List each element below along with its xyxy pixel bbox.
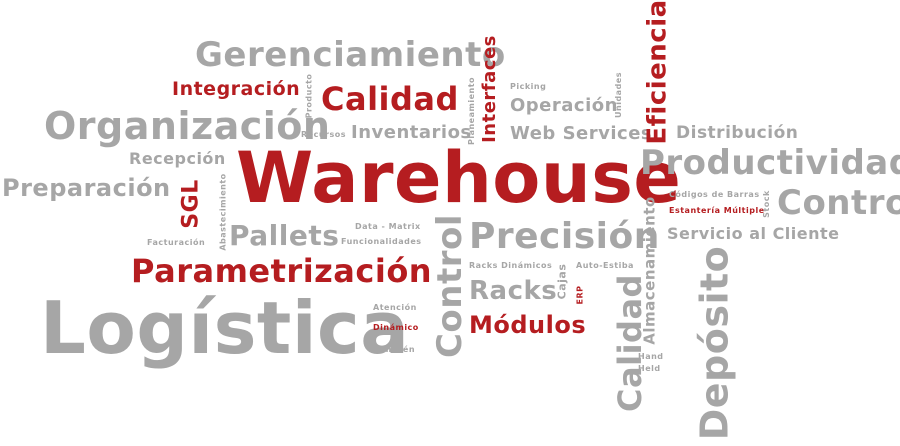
- word-estanteria-multiple: Estantería Múltiple: [669, 206, 765, 215]
- word-modulos: Módulos: [469, 311, 587, 339]
- word-parametrizacion: Parametrización: [131, 252, 433, 290]
- word-dinamico: Dinámico: [373, 323, 419, 332]
- word-codigos-barras: Códigos de Barras: [669, 190, 760, 199]
- word-distribucion: Distribución: [676, 123, 799, 143]
- word-cajas: Cajas: [555, 263, 569, 300]
- word-pallets: Pallets: [229, 219, 340, 252]
- word-warehouse: Warehouse: [236, 137, 682, 219]
- word-almacenamiento: Almacenamiento: [640, 196, 659, 345]
- word-erp: ERP: [575, 285, 585, 305]
- word-logistica: Logística: [40, 286, 410, 370]
- word-auto-estiba: Auto-Estiba: [576, 261, 634, 270]
- word-funcionalidades: Funcionalidades: [341, 237, 422, 246]
- word-sgl: SGL: [178, 179, 204, 229]
- word-facturacion: Facturación: [147, 238, 206, 247]
- word-preparacion: Preparación: [2, 174, 171, 202]
- word-inventarios: Inventarios: [351, 122, 472, 143]
- word-data-matrix: Data - Matrix: [355, 222, 421, 231]
- word-racks: Racks: [469, 276, 558, 306]
- word-unidades: Unidades: [613, 72, 623, 118]
- word-eficiencia: Eficiencia: [642, 0, 673, 145]
- word-picking: Picking: [510, 82, 547, 91]
- word-operacion: Operación: [510, 95, 618, 116]
- word-producto: Producto: [304, 73, 314, 119]
- word-abastecimiento: Abastecimiento: [218, 173, 228, 251]
- word-held: Held: [638, 364, 661, 373]
- word-web-services: Web Services: [510, 123, 653, 144]
- word-almacen: Almacén: [373, 345, 416, 354]
- word-organizacion: Organización: [44, 104, 331, 148]
- word-gerenciamiento: Gerenciamiento: [195, 35, 506, 75]
- word-servicio-cliente: Servicio al Cliente: [667, 224, 840, 243]
- word-productividad: Productividad: [640, 143, 900, 183]
- word-control-h: Control: [777, 183, 900, 223]
- word-stock: Stock: [761, 190, 771, 218]
- word-recepcion: Recepción: [129, 149, 226, 168]
- word-precision: Precisión: [469, 216, 660, 257]
- word-hand: Hand: [638, 352, 664, 361]
- word-control-v: Control: [430, 213, 471, 359]
- word-deposito: Depósito: [692, 245, 737, 441]
- word-calidad-h: Calidad: [321, 80, 459, 118]
- word-planeamiento: Planeamiento: [467, 76, 477, 146]
- word-integracion: Integración: [172, 78, 301, 100]
- word-interfaces: Interfaces: [478, 35, 500, 143]
- word-racks-dinamicos: Racks Dinámicos: [469, 261, 553, 270]
- word-atencion: Atención: [373, 303, 417, 312]
- word-recursos: Recursos: [301, 130, 346, 139]
